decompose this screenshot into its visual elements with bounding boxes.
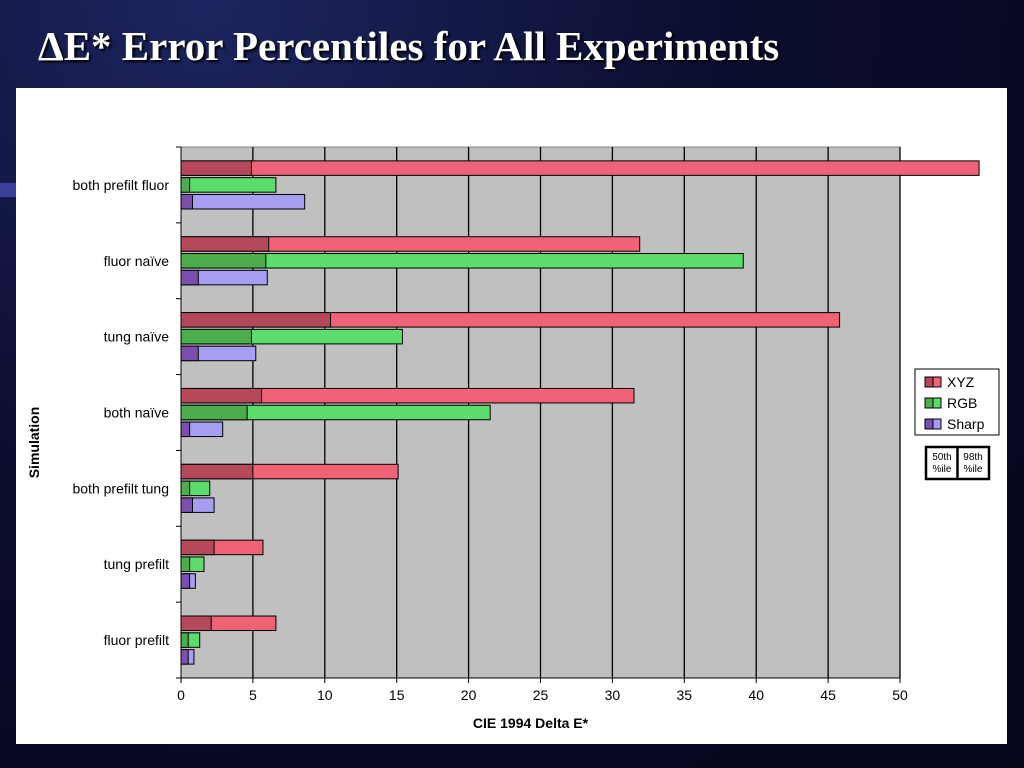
x-tick-label: 5 (249, 687, 257, 703)
bar-sharp-50th (180, 497, 194, 513)
bar-rgb-98th (180, 177, 277, 193)
x-tick-label: 35 (677, 687, 693, 703)
slide-title: ΔE* Error Percentiles for All Experiment… (38, 23, 780, 69)
bar-rgb-50th (180, 328, 252, 345)
bar-xyz-50th (180, 463, 254, 480)
bar-rgb-50th (180, 632, 189, 648)
bar-sharp-50th (180, 269, 199, 286)
bar-rgb-50th (180, 404, 248, 421)
bar-sharp-98th (180, 193, 306, 210)
bar-xyz-50th (180, 160, 252, 176)
percentile-legend-label: %ile (964, 464, 983, 475)
y-axis-title: Simulation (26, 407, 42, 479)
bar-rgb-50th (180, 480, 191, 497)
x-tick-label: 50 (892, 687, 908, 703)
chart-panel: 0 5 10 15 20 25 30 35 40 45 50 both prefilt fluor fl… (16, 88, 1007, 744)
legend-label-rgb: RGB (947, 395, 977, 411)
bar-sharp-50th (180, 345, 199, 362)
x-tick-label: 30 (605, 687, 621, 703)
bar-xyz-50th (180, 615, 212, 632)
percentile-legend-label: %ile (933, 464, 952, 475)
percentile-legend-label: 98th (963, 452, 982, 463)
y-category-label: tung prefilt (104, 556, 169, 572)
legend-swatch-xyz-50th (924, 376, 934, 388)
bar-rgb-50th (180, 177, 191, 193)
x-tick-label: 25 (533, 687, 549, 703)
legend-label-sharp: Sharp (947, 416, 985, 432)
bar-rgb-50th (180, 253, 267, 269)
bar-xyz-50th (180, 312, 332, 328)
bar-sharp-50th (180, 573, 191, 589)
percentile-legend-label: 50th (932, 452, 951, 463)
bar-xyz-50th (180, 236, 270, 252)
y-category-label: fluor prefilt (104, 632, 169, 648)
bar-rgb-50th (180, 556, 191, 572)
x-tick-label: 10 (317, 687, 333, 703)
bar-sharp-50th (180, 193, 194, 210)
y-category-label: tung naïve (104, 329, 170, 345)
bar-sharp-50th (180, 421, 191, 438)
legend-swatch-xyz-98th (932, 376, 942, 388)
bar-xyz-50th (180, 539, 215, 556)
bar-xyz-50th (180, 387, 263, 404)
legend-swatch-sharp-50th (924, 418, 934, 430)
y-category-label: both prefilt tung (72, 480, 169, 496)
bar-xyz-98th (180, 160, 980, 176)
x-axis-title: CIE 1994 Delta E* (473, 715, 589, 731)
x-tick-label: 0 (177, 687, 185, 703)
x-tick-label: 20 (461, 687, 477, 703)
legend-swatch-rgb-50th (924, 397, 934, 409)
y-category-label: both prefilt fluor (73, 177, 170, 193)
bar-sharp-50th (180, 649, 189, 665)
legend-label-xyz: XYZ (947, 374, 975, 390)
y-category-label: fluor naïve (104, 253, 170, 269)
y-category-label: both naïve (104, 405, 170, 421)
bar-chart: 0 5 10 15 20 25 30 35 40 45 50 both prefilt fluor fl… (26, 146, 1000, 731)
slide-accent-bar (0, 183, 16, 197)
x-tick-label: 40 (748, 687, 764, 703)
x-tick-label: 45 (820, 687, 836, 703)
x-tick-label: 15 (389, 687, 405, 703)
legend-swatch-rgb-98th (932, 397, 942, 409)
legend-swatch-sharp-98th (932, 418, 942, 430)
